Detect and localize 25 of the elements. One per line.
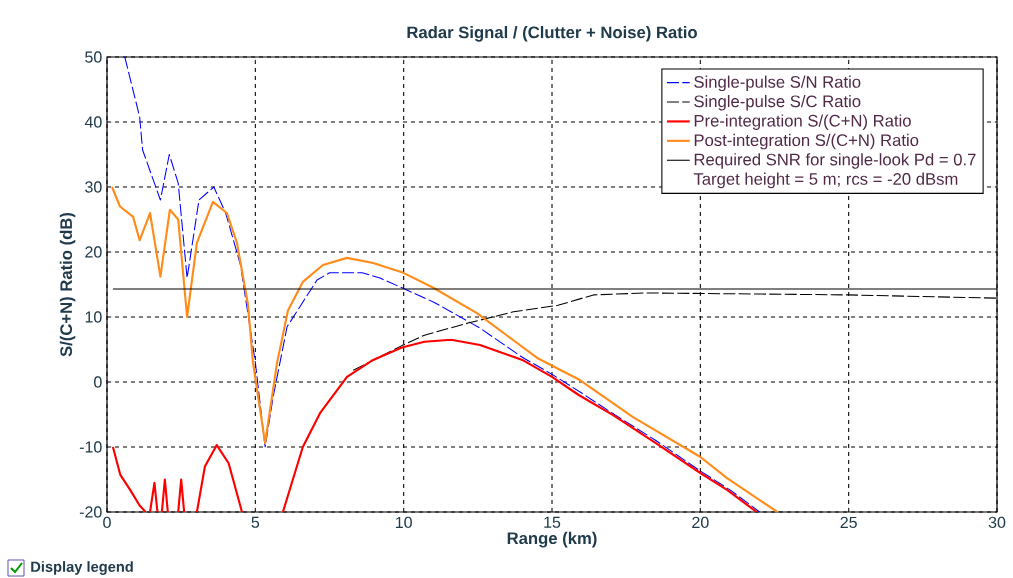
legend-label: Single-pulse S/N Ratio — [694, 75, 861, 92]
y-tick-label: 20 — [85, 246, 102, 258]
x-tick-label: 10 — [395, 516, 412, 529]
y-tick-label: 10 — [85, 311, 102, 323]
y-tick-label: 40 — [84, 116, 102, 128]
x-axis-title: Range (km) — [507, 531, 597, 548]
y-axis-title: S/(C+N) Ratio (dB) — [59, 212, 76, 357]
y-tick-label: 50 — [85, 51, 102, 63]
text: Display legend — [31, 561, 133, 575]
y-tick-label: -10 — [79, 441, 102, 453]
y-tick-label: 30 — [85, 181, 102, 193]
x-tick-label: 25 — [840, 516, 857, 529]
legend-label: Single-pulse S/C Ratio — [694, 94, 861, 111]
x-tick-label: 20 — [692, 516, 709, 529]
legend-label: Required SNR for single-look Pd = 0.7 — [694, 153, 976, 169]
x-tick-label: 30 — [988, 516, 1006, 529]
y-tick-label: -20 — [79, 506, 102, 518]
legend-label: Pre-integration S/(C+N) Ratio — [694, 114, 911, 130]
legend-label: Post-integration S/(C+N) Ratio — [694, 133, 919, 150]
x-tick-label: 0 — [103, 516, 111, 529]
x-tick-label: 5 — [251, 516, 260, 528]
x-tick-label: 15 — [544, 516, 561, 528]
annotation: Target height = 5 m; rcs = -20 dBsm — [693, 172, 958, 189]
y-tick-label: 0 — [94, 376, 102, 388]
chart-title: Radar Signal / (Clutter + Noise) Ratio — [407, 26, 697, 42]
